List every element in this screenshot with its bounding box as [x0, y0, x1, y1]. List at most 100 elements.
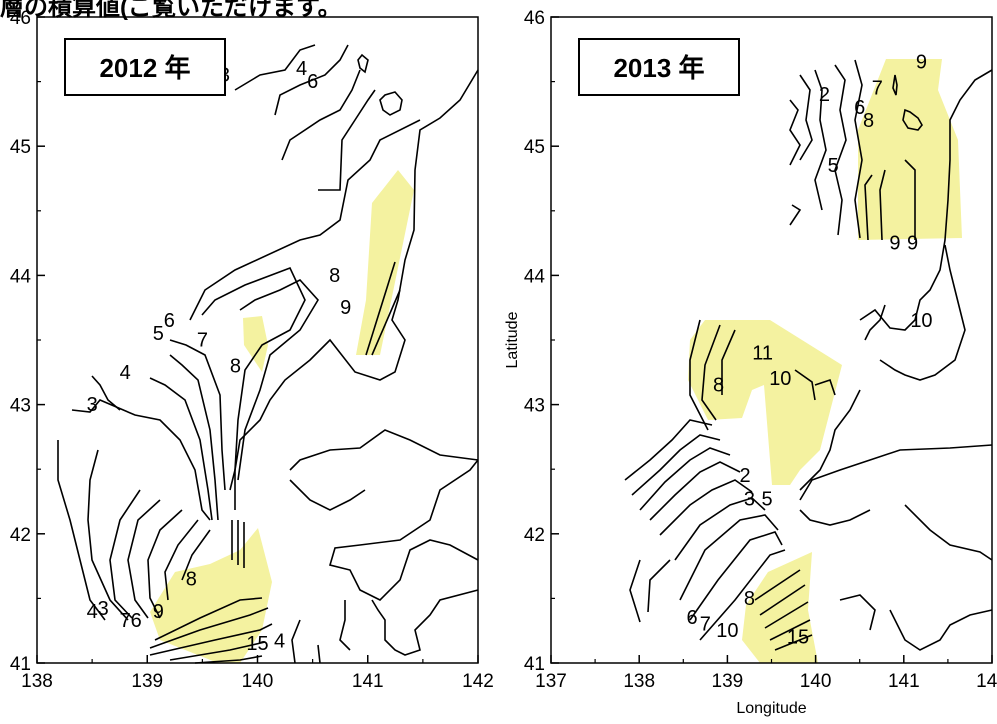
- highlight-region: [356, 170, 414, 355]
- contour-value-label: 15: [246, 633, 268, 655]
- x-tick-label: 141: [888, 671, 920, 692]
- contour-value-label: 10: [716, 620, 738, 642]
- contour-line: [879, 169, 886, 241]
- coastline: [904, 504, 993, 561]
- coastline: [902, 108, 923, 131]
- contour-line: [169, 339, 226, 491]
- contour-line: [164, 519, 199, 601]
- x-tick-label: 139: [712, 671, 744, 692]
- contour-line: [679, 514, 779, 601]
- x-tick-label: 138: [21, 671, 53, 692]
- contour-line: [774, 634, 813, 651]
- contour-line: [154, 597, 263, 641]
- contour-value-label: 5: [828, 155, 839, 177]
- contour-line: [647, 559, 671, 613]
- highlight-region: [688, 320, 842, 485]
- contour-line: [904, 159, 916, 240]
- contour-line: [371, 289, 401, 356]
- contour-value-label: 7: [700, 614, 711, 636]
- contour-line: [789, 99, 801, 166]
- contour-value-label: 11: [752, 342, 773, 364]
- contour-value-label: 7: [120, 610, 131, 632]
- coastline: [289, 429, 479, 471]
- contour-line: [649, 461, 741, 521]
- contour-line: [721, 329, 736, 395]
- contour-line: [149, 377, 213, 521]
- contour-value-label: 4: [296, 58, 307, 80]
- contour-line: [624, 419, 713, 481]
- y-tick-label: 42: [10, 525, 31, 546]
- contour-value-label: 4: [87, 601, 98, 623]
- x-tick-label: 137: [535, 671, 567, 692]
- contour-line: [799, 74, 813, 161]
- contour-line: [109, 489, 141, 619]
- contour-value-label: 8: [863, 110, 874, 132]
- x-tick-label: 142: [462, 671, 494, 692]
- coastline: [357, 53, 369, 74]
- contour-line: [194, 655, 263, 664]
- contour-line: [71, 399, 211, 521]
- contour-line: [814, 378, 836, 396]
- contour-line: [864, 174, 873, 241]
- highlight-region: [742, 552, 818, 663]
- contour-line: [639, 447, 731, 511]
- coastline: [799, 444, 993, 501]
- contour-line: [234, 44, 316, 91]
- panel-label-box: [64, 38, 226, 96]
- contour-line: [789, 204, 802, 226]
- panel-year-label: 2013 年: [613, 53, 704, 83]
- contour-line: [769, 619, 811, 641]
- contour-value-label: 2: [819, 84, 830, 106]
- x-axis-title: Longitude: [736, 700, 806, 717]
- page-caption: 層の積算値(ご覧いただけます。: [0, 0, 342, 21]
- y-tick-label: 44: [10, 266, 32, 287]
- coastline: [328, 459, 479, 601]
- contour-value-label: 3: [744, 488, 755, 510]
- contour-value-label: 7: [197, 329, 208, 351]
- x-tick-label: 140: [242, 671, 274, 692]
- contour-value-label: 3: [87, 394, 98, 416]
- coastline: [892, 74, 898, 96]
- x-tick-label: 138: [623, 671, 655, 692]
- contour-line: [689, 531, 783, 621]
- coastline: [889, 609, 993, 651]
- contour-value-label: 9: [907, 233, 918, 255]
- contour-value-label: 6: [687, 607, 698, 629]
- contour-line: [814, 69, 827, 211]
- panel-label-box: [578, 38, 740, 96]
- contour-value-label: 10: [769, 368, 791, 390]
- contour-value-label: 6: [164, 310, 175, 332]
- coastline: [839, 594, 876, 631]
- contour-line: [201, 266, 306, 510]
- contour-line: [754, 569, 801, 601]
- highlight-region: [150, 528, 272, 663]
- contour-line: [237, 279, 319, 481]
- contour-line: [365, 261, 396, 356]
- contour-value-label: 9: [153, 601, 164, 623]
- contour-line: [318, 89, 376, 191]
- contour-value-label: 7: [872, 78, 883, 100]
- contour-line: [189, 119, 421, 321]
- y-tick-label: 43: [524, 396, 545, 417]
- chart-panel-1: 1381391401411424142434445463466578984389…: [10, 8, 494, 692]
- contour-line: [274, 44, 349, 116]
- contour-value-label: 8: [329, 265, 340, 287]
- contour-value-label: 15: [787, 627, 809, 649]
- contour-line: [147, 509, 183, 619]
- contour-line: [57, 440, 106, 621]
- contour-line: [674, 497, 766, 561]
- coastline: [879, 244, 966, 381]
- contour-line: [631, 434, 721, 496]
- contour-line: [794, 369, 816, 401]
- contour-line: [149, 607, 269, 649]
- contour-line: [87, 449, 129, 621]
- contour-line: [759, 584, 806, 616]
- coastline: [379, 91, 403, 116]
- y-axis-title: Latitude: [504, 311, 521, 368]
- panel-year-label: 2012 年: [99, 53, 190, 83]
- coastline: [291, 619, 301, 664]
- contour-line: [149, 623, 273, 656]
- coastline: [317, 644, 321, 664]
- contour-value-label: 6: [307, 71, 318, 93]
- contour-value-label: 9: [916, 52, 927, 74]
